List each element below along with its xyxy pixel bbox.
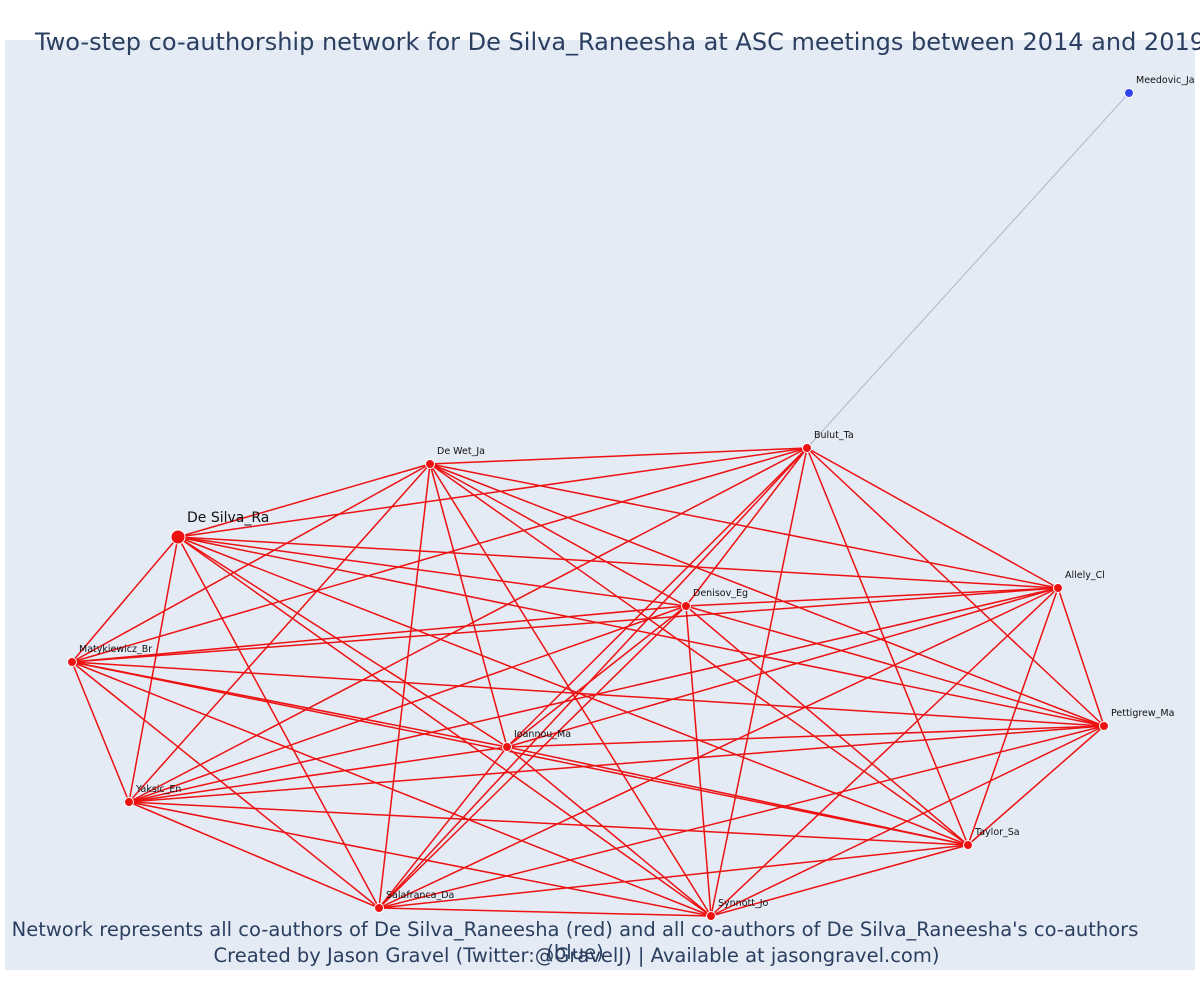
node-label-denisov-eg: Denisov_Eg <box>693 588 748 599</box>
edge-yaksic-en-salafranca-da <box>128 801 380 909</box>
edge-yaksic-en-synnott-jo <box>128 801 712 917</box>
edge-allely-cl-taylor-sa <box>967 587 1059 846</box>
caption-line-1: Network represents all co-authors of De … <box>11 918 1139 964</box>
node-yaksic-en[interactable] <box>124 797 134 807</box>
edge-bulut-ta-synnott-jo <box>710 447 808 917</box>
edge-denisov-eg-matykiewicz-br <box>71 605 687 663</box>
edge-matykiewicz-br-synnott-jo <box>71 661 712 917</box>
edge-yaksic-en-taylor-sa <box>128 801 969 846</box>
node-salafranca-da[interactable] <box>374 903 384 913</box>
node-allely-cl[interactable] <box>1053 583 1063 593</box>
node-de-silva-ra[interactable] <box>170 529 186 545</box>
edge-denisov-eg-ioannou-ma <box>506 605 687 748</box>
edge-bulut-ta-allely-cl <box>806 447 1059 589</box>
edge-de-wet-ja-matykiewicz-br <box>71 463 431 663</box>
node-label-bulut-ta: Bulut_Ta <box>814 430 854 441</box>
edge-de-wet-ja-taylor-sa <box>429 463 969 846</box>
edge-pettigrew-ma-yaksic-en <box>128 725 1105 803</box>
node-label-matykiewicz-br: Matykiewicz_Br <box>79 644 152 655</box>
node-label-salafranca-da: Salafranca_Da <box>386 890 454 901</box>
edge-de-silva-ra-matykiewicz-br <box>71 536 179 663</box>
edge-denisov-eg-yaksic-en <box>128 605 687 803</box>
edge-allely-cl-denisov-eg <box>685 587 1059 607</box>
edge-denisov-eg-taylor-sa <box>685 605 969 846</box>
edge-bulut-ta-pettigrew-ma <box>806 447 1105 727</box>
edge-layer <box>71 92 1130 917</box>
edge-de-silva-ra-salafranca-da <box>177 536 380 909</box>
node-matykiewicz-br[interactable] <box>67 657 77 667</box>
node-label-meedovic-ja: Meedovic_Ja <box>1136 75 1195 86</box>
edge-bulut-ta-matykiewicz-br <box>71 447 808 663</box>
node-label-de-wet-ja: De Wet_Ja <box>437 446 485 457</box>
node-layer: De Silva_Ra De Wet_Ja Bulut_Ta Allely_Cl Den… <box>67 75 1195 921</box>
node-synnott-jo[interactable] <box>706 911 716 921</box>
edge-de-silva-ra-denisov-eg <box>177 536 687 607</box>
node-label-synnott-jo: Synnott_Jo <box>718 898 769 909</box>
edge-allely-cl-salafranca-da <box>378 587 1059 909</box>
edge-de-wet-ja-ioannou-ma <box>429 463 508 748</box>
edge-taylor-sa-synnott-jo <box>710 844 969 917</box>
edge-meedovic-ja-bulut-ta <box>806 92 1130 449</box>
edge-allely-cl-synnott-jo <box>710 587 1059 917</box>
node-label-ioannou-ma: Ioannou_Ma <box>514 729 571 740</box>
edge-salafranca-da-synnott-jo <box>378 907 712 917</box>
edge-denisov-eg-pettigrew-ma <box>685 605 1105 727</box>
edge-allely-cl-matykiewicz-br <box>71 587 1059 663</box>
node-denisov-eg[interactable] <box>681 601 691 611</box>
node-meedovic-ja[interactable] <box>1124 88 1134 98</box>
edge-bulut-ta-taylor-sa <box>806 447 969 846</box>
edge-bulut-ta-ioannou-ma <box>506 447 808 748</box>
edge-de-silva-ra-allely-cl <box>177 536 1059 589</box>
edge-pettigrew-ma-synnott-jo <box>710 725 1105 917</box>
edge-de-wet-ja-yaksic-en <box>128 463 431 803</box>
edge-taylor-sa-salafranca-da <box>378 844 969 909</box>
edge-ioannou-ma-synnott-jo <box>506 746 712 917</box>
chart-title: Two-step co-authorship network for De Si… <box>34 28 1200 56</box>
node-ioannou-ma[interactable] <box>502 742 512 752</box>
edge-de-silva-ra-synnott-jo <box>177 536 712 917</box>
edge-de-wet-ja-denisov-eg <box>429 463 687 607</box>
node-label-pettigrew-ma: Pettigrew_Ma <box>1111 708 1174 719</box>
edge-ioannou-ma-pettigrew-ma <box>506 725 1105 748</box>
edge-de-silva-ra-taylor-sa <box>177 536 969 846</box>
edge-de-silva-ra-de-wet-ja <box>177 463 431 538</box>
edge-matykiewicz-br-salafranca-da <box>71 661 380 909</box>
edge-de-wet-ja-salafranca-da <box>378 463 431 909</box>
caption-line-2: Created by Jason Gravel (Twitter:@Gravel… <box>213 944 940 967</box>
edge-bulut-ta-yaksic-en <box>128 447 808 803</box>
node-taylor-sa[interactable] <box>963 840 973 850</box>
edge-de-silva-ra-pettigrew-ma <box>177 536 1105 727</box>
edge-ioannou-ma-yaksic-en <box>128 746 508 803</box>
edge-pettigrew-ma-salafranca-da <box>378 725 1105 909</box>
edge-matykiewicz-br-yaksic-en <box>71 661 130 803</box>
node-label-taylor-sa: Taylor_Sa <box>974 827 1020 838</box>
edge-allely-cl-ioannou-ma <box>506 587 1059 748</box>
edge-de-wet-ja-pettigrew-ma <box>429 463 1105 727</box>
edge-de-wet-ja-bulut-ta <box>429 447 808 465</box>
edge-de-silva-ra-bulut-ta <box>177 447 808 538</box>
edge-allely-cl-pettigrew-ma <box>1057 587 1105 727</box>
node-label-allely-cl: Allely_Cl <box>1065 570 1105 581</box>
edge-pettigrew-ma-taylor-sa <box>967 725 1105 846</box>
edge-de-silva-ra-yaksic-en <box>128 536 179 803</box>
edge-matykiewicz-br-taylor-sa <box>71 661 969 846</box>
plot-area <box>5 40 1195 970</box>
node-label-de-silva-ra: De Silva_Ra <box>187 510 269 526</box>
node-label-yaksic-en: Yaksic_En <box>135 784 181 795</box>
edge-bulut-ta-denisov-eg <box>685 447 808 607</box>
edge-de-wet-ja-synnott-jo <box>429 463 712 917</box>
node-de-wet-ja[interactable] <box>425 459 435 469</box>
edge-bulut-ta-salafranca-da <box>378 447 808 909</box>
node-bulut-ta[interactable] <box>802 443 812 453</box>
edge-denisov-eg-synnott-jo <box>685 605 712 917</box>
edge-denisov-eg-salafranca-da <box>378 605 687 909</box>
edge-matykiewicz-br-pettigrew-ma <box>71 661 1105 727</box>
edge-de-wet-ja-allely-cl <box>429 463 1059 589</box>
node-pettigrew-ma[interactable] <box>1099 721 1109 731</box>
